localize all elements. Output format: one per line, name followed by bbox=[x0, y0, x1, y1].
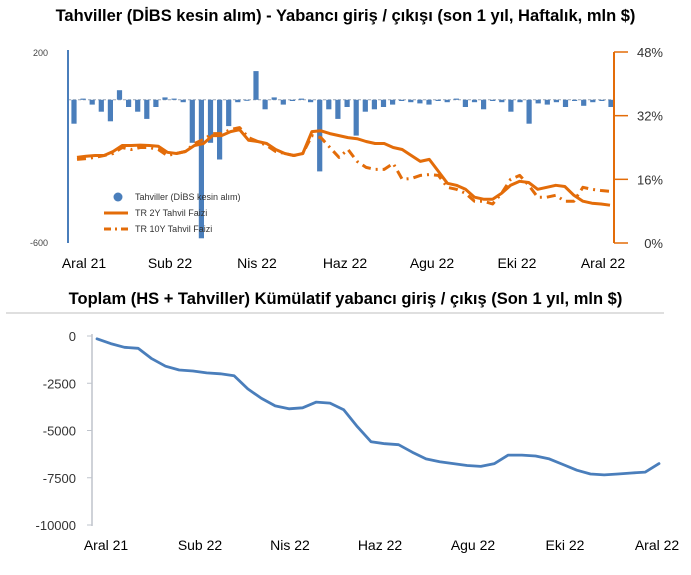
bar bbox=[562, 99, 569, 107]
bar bbox=[80, 98, 86, 100]
bar bbox=[98, 99, 104, 112]
bar bbox=[262, 99, 268, 110]
bar bbox=[335, 99, 341, 119]
bar bbox=[553, 99, 559, 103]
series-line-cumulative bbox=[95, 337, 661, 477]
bar bbox=[189, 99, 195, 143]
legend-label: Tahviller (DİBS kesin alım) bbox=[135, 192, 241, 202]
x-axis-tick-label: Aral 22 bbox=[581, 255, 626, 271]
bar bbox=[426, 99, 432, 105]
bar bbox=[326, 99, 332, 110]
bar bbox=[471, 99, 478, 103]
top-chart: 200 -600 48% 32% 16% 0% Aral 21 Sub 22 Nis 22 Haz… bbox=[30, 45, 663, 271]
bar bbox=[444, 99, 450, 103]
x-axis-tick-label: Sub 22 bbox=[148, 255, 193, 271]
x-axis-tick-label: Haz 22 bbox=[358, 537, 403, 553]
top-chart-title: Tahviller (DİBS kesin alım) - Yabancı gi… bbox=[55, 7, 636, 25]
bar bbox=[171, 98, 177, 100]
right-axis-tick-label: 32% bbox=[637, 109, 663, 124]
bar bbox=[344, 99, 350, 107]
x-axis-tick-label: Agu 22 bbox=[451, 537, 496, 553]
bar bbox=[162, 97, 168, 100]
bar bbox=[517, 99, 523, 103]
left-axis-tick-label: -600 bbox=[30, 238, 48, 248]
bar bbox=[207, 99, 214, 143]
bar bbox=[508, 99, 514, 112]
bar bbox=[581, 99, 587, 106]
y-axis-tick-label: 0 bbox=[69, 329, 76, 344]
y-axis-tick-label: -7500 bbox=[43, 471, 76, 486]
bar bbox=[271, 97, 277, 100]
legend-label: TR 10Y Tahvil Faizi bbox=[135, 224, 212, 234]
bar bbox=[590, 99, 596, 103]
y-axis-tick-label: -10000 bbox=[36, 518, 76, 533]
bottom-chart-title: Toplam (HS + Tahviller) Kümülatif yabanc… bbox=[68, 290, 623, 308]
bar bbox=[380, 99, 387, 107]
bar bbox=[144, 99, 150, 119]
bar bbox=[126, 99, 132, 107]
right-axis-tick-label: 16% bbox=[637, 172, 663, 187]
y-axis-tick-label: -5000 bbox=[43, 424, 76, 439]
bar bbox=[226, 99, 232, 127]
right-axis-tick-label: 48% bbox=[637, 45, 663, 60]
bar bbox=[362, 99, 368, 112]
bar bbox=[116, 90, 123, 100]
x-axis-tick-label: Sub 22 bbox=[178, 537, 223, 553]
bar bbox=[298, 98, 305, 100]
bar bbox=[544, 99, 550, 105]
bar bbox=[217, 99, 223, 160]
series-line-tr-10y bbox=[76, 126, 611, 206]
x-axis-tick-label: Aral 21 bbox=[84, 537, 129, 553]
bar bbox=[599, 99, 605, 101]
x-axis-tick-label: Agu 22 bbox=[410, 255, 455, 271]
bar bbox=[608, 99, 614, 107]
y-axis-tick-label: -2500 bbox=[43, 376, 76, 391]
right-axis-tick-label: 0% bbox=[644, 236, 663, 251]
bar bbox=[308, 99, 314, 103]
bar bbox=[572, 99, 578, 101]
x-axis-tick-label: Nis 22 bbox=[237, 255, 277, 271]
bar bbox=[462, 99, 468, 107]
bar bbox=[408, 99, 414, 103]
bar bbox=[107, 99, 113, 122]
bar bbox=[89, 99, 95, 105]
legend: Tahviller (DİBS kesin alım) TR 2Y Tahvil … bbox=[104, 192, 241, 234]
x-axis-tick-label: Eki 22 bbox=[546, 537, 585, 553]
bar bbox=[135, 99, 141, 112]
series-line-tr-2y bbox=[76, 128, 611, 207]
bar bbox=[453, 98, 459, 100]
bar bbox=[289, 99, 295, 101]
bar bbox=[435, 99, 441, 101]
x-axis-tick-label: Eki 22 bbox=[498, 255, 537, 271]
bar bbox=[317, 99, 323, 172]
bar bbox=[253, 71, 259, 100]
bar bbox=[244, 99, 250, 101]
bar bbox=[280, 99, 286, 105]
x-axis-tick-label: Aral 22 bbox=[635, 537, 680, 553]
bar bbox=[371, 99, 377, 110]
bar bbox=[71, 99, 77, 124]
x-axis-tick-label: Haz 22 bbox=[323, 255, 368, 271]
bar bbox=[490, 99, 496, 101]
bar bbox=[535, 99, 541, 104]
bar bbox=[390, 99, 396, 105]
legend-label: TR 2Y Tahvil Faizi bbox=[135, 208, 207, 218]
bar bbox=[198, 99, 204, 239]
bar bbox=[417, 99, 423, 104]
bar bbox=[153, 99, 159, 107]
legend-marker-bars bbox=[113, 192, 123, 202]
bar bbox=[481, 99, 487, 110]
left-axis-tick-label: 200 bbox=[33, 48, 48, 58]
bar bbox=[526, 99, 532, 124]
bar bbox=[235, 99, 241, 103]
bar bbox=[499, 99, 505, 103]
bar bbox=[399, 99, 405, 101]
x-axis-tick-label: Aral 21 bbox=[62, 255, 107, 271]
bar bbox=[180, 99, 186, 103]
bar bbox=[353, 99, 359, 136]
x-axis-tick-label: Nis 22 bbox=[270, 537, 310, 553]
